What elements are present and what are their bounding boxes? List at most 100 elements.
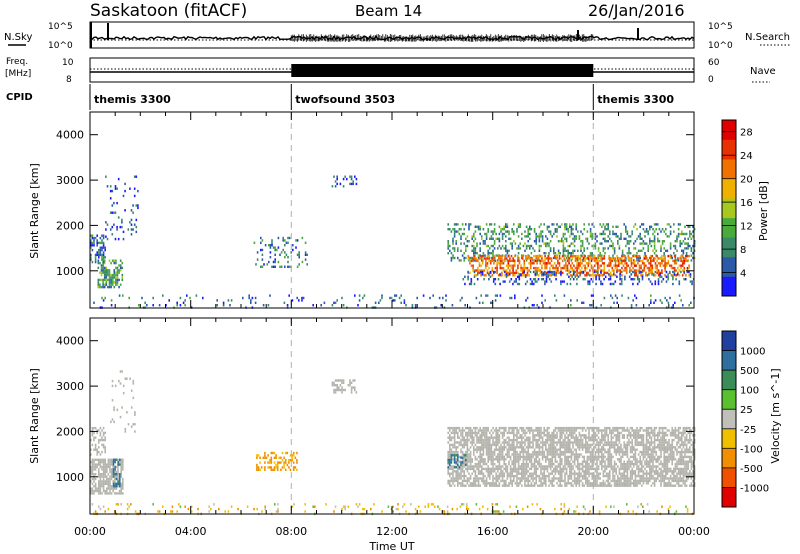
range-gate-cell <box>609 458 611 461</box>
range-gate-cell <box>642 228 645 231</box>
range-gate-cell <box>120 475 122 478</box>
range-gate-cell <box>114 465 116 469</box>
range-gate-cell <box>533 230 536 233</box>
range-gate-cell <box>469 436 472 439</box>
range-gate-cell <box>548 479 550 483</box>
range-gate-cell <box>561 453 563 456</box>
range-gate-cell <box>152 296 154 300</box>
range-gate-cell <box>465 256 467 260</box>
range-gate-cell <box>625 269 628 272</box>
range-gate-cell <box>572 426 574 430</box>
range-gate-cell <box>350 175 353 178</box>
range-gate-cell <box>567 426 569 430</box>
range-gate-cell <box>570 458 573 461</box>
range-gate-cell <box>477 446 480 449</box>
range-gate-cell <box>495 472 497 475</box>
range-gate-cell <box>620 448 622 451</box>
range-gate-cell <box>481 446 483 449</box>
range-gate-cell <box>672 270 674 274</box>
range-gate-cell <box>269 256 272 259</box>
range-gate-cell <box>586 436 589 439</box>
range-gate-cell <box>494 299 497 302</box>
range-gate-cell <box>617 474 619 478</box>
range-gate-cell <box>493 450 496 454</box>
range-gate-cell <box>453 235 456 238</box>
range-gate-cell <box>264 244 267 247</box>
range-gate-cell <box>484 458 486 461</box>
range-gate-cell <box>669 247 672 250</box>
range-gate-cell <box>482 453 485 456</box>
range-gate-cell <box>564 479 566 483</box>
range-gate-cell <box>468 282 471 286</box>
range-gate-cell <box>102 244 105 247</box>
range-gate-cell <box>255 263 257 266</box>
range-gate-cell <box>495 477 497 480</box>
range-gate-cell <box>542 262 545 265</box>
range-gate-cell <box>499 259 502 263</box>
range-gate-cell <box>469 484 472 487</box>
range-gate-cell <box>509 477 512 480</box>
colorbar-segment <box>722 120 736 140</box>
range-gate-cell <box>574 259 577 263</box>
colorbar-segment <box>722 237 736 258</box>
range-gate-cell <box>607 240 609 243</box>
range-gate-cell <box>492 252 494 255</box>
range-gate-cell <box>528 257 530 260</box>
range-gate-cell <box>481 453 483 456</box>
range-gate-cell <box>572 249 574 252</box>
range-gate-cell <box>599 252 601 255</box>
range-gate-cell <box>91 241 94 245</box>
range-gate-cell <box>535 470 537 473</box>
range-gate-cell <box>538 460 541 463</box>
range-gate-cell <box>524 282 527 286</box>
range-gate-cell <box>532 270 535 274</box>
range-gate-cell <box>591 223 593 226</box>
range-gate-cell <box>599 232 601 236</box>
range-gate-cell <box>99 236 102 240</box>
range-gate-cell <box>598 264 601 267</box>
range-gate-cell <box>482 458 485 461</box>
range-gate-cell <box>476 467 478 471</box>
range-gate-cell <box>551 465 553 468</box>
range-gate-cell <box>465 450 467 454</box>
range-gate-cell <box>600 274 602 277</box>
range-gate-cell <box>530 472 533 475</box>
range-gate-cell <box>575 237 577 240</box>
range-gate-cell <box>108 273 111 277</box>
range-gate-cell <box>101 473 103 476</box>
range-gate-cell <box>522 429 525 432</box>
range-gate-cell <box>464 275 466 278</box>
range-gate-cell <box>477 467 480 471</box>
range-gate-cell <box>101 485 103 488</box>
range-gate-cell <box>557 470 560 473</box>
range-gate-cell <box>271 241 273 244</box>
range-gate-cell <box>107 487 110 490</box>
range-gate-cell <box>93 301 95 304</box>
range-gate-cell <box>108 269 111 272</box>
range-gate-cell <box>648 271 650 275</box>
range-gate-cell <box>589 460 592 463</box>
range-gate-cell <box>596 240 598 243</box>
range-gate-cell <box>493 254 495 258</box>
range-gate-cell <box>565 262 567 265</box>
range-gate-cell <box>607 453 609 456</box>
range-gate-cell <box>618 446 621 449</box>
range-gate-cell <box>93 244 95 247</box>
range-gate-cell <box>272 246 275 249</box>
range-gate-cell <box>109 482 111 485</box>
range-gate-cell <box>346 177 348 181</box>
range-gate-cell <box>291 299 294 302</box>
range-gate-cell <box>449 474 451 478</box>
range-gate-cell <box>543 429 545 432</box>
range-gate-cell <box>493 240 496 243</box>
range-gate-cell <box>111 259 114 262</box>
range-gate-cell <box>496 271 498 275</box>
range-gate-cell <box>487 446 489 449</box>
range-gate-cell <box>605 271 607 275</box>
range-gate-cell <box>268 461 271 464</box>
range-gate-cell <box>585 465 587 468</box>
range-gate-cell <box>617 264 620 267</box>
range-gate-cell <box>490 484 493 487</box>
range-gate-cell <box>654 274 657 277</box>
range-gate-cell <box>114 475 116 478</box>
